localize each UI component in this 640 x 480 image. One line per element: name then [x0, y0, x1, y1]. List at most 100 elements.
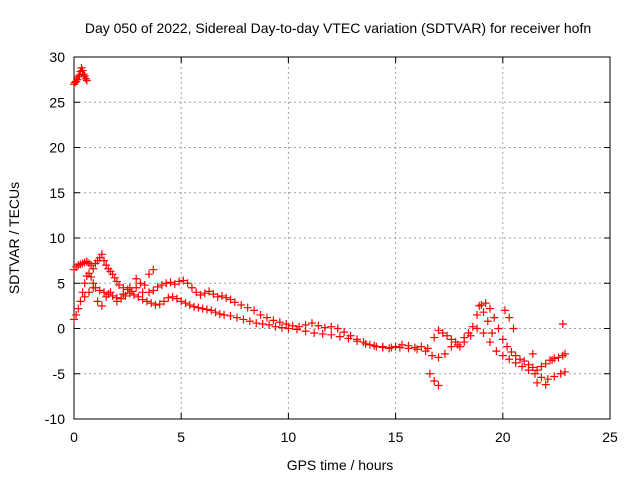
data-point: [81, 74, 90, 83]
data-point: [292, 325, 301, 334]
data-point: [89, 264, 98, 273]
data-point: [515, 355, 524, 364]
data-point: [490, 313, 499, 322]
data-point: [528, 349, 537, 358]
data-point: [102, 292, 111, 301]
data-point: [560, 349, 569, 358]
x-tick-label: 25: [602, 429, 618, 445]
data-point: [500, 306, 509, 315]
y-tick-label: -5: [53, 366, 66, 382]
data-point: [505, 313, 514, 322]
data-point: [151, 300, 160, 309]
data-point: [187, 283, 196, 292]
data-point: [541, 359, 550, 368]
data-point: [455, 342, 464, 351]
data-point: [498, 335, 507, 344]
data-point: [404, 344, 413, 353]
data-point: [123, 285, 132, 294]
data-point: [509, 324, 518, 333]
data-point: [498, 351, 507, 360]
data-point: [460, 338, 469, 347]
data-point: [385, 344, 394, 353]
data-point: [275, 318, 284, 327]
data-point: [170, 280, 179, 289]
data-point: [106, 288, 115, 297]
data-point: [511, 358, 520, 367]
data-point: [97, 301, 106, 310]
data-point: [443, 331, 452, 340]
x-tick-label: 0: [70, 429, 78, 445]
data-point: [250, 306, 259, 315]
data-point: [481, 299, 490, 308]
data-point: [115, 281, 124, 290]
x-tick-label: 10: [281, 429, 297, 445]
data-point: [87, 272, 96, 281]
data-point: [333, 324, 342, 333]
data-point: [202, 305, 211, 314]
data-point: [79, 70, 88, 79]
data-point: [138, 295, 147, 304]
data-point: [282, 319, 291, 328]
data-point: [554, 353, 563, 362]
data-point: [213, 292, 222, 301]
data-point: [430, 376, 439, 385]
data-point: [74, 304, 83, 313]
y-tick-label: 15: [49, 185, 65, 201]
data-point: [258, 319, 267, 328]
data-point: [74, 72, 83, 81]
data-point: [192, 288, 201, 297]
data-point: [100, 256, 109, 265]
data-point: [72, 77, 81, 86]
data-point: [140, 281, 149, 290]
data-point: [245, 317, 254, 326]
data-point: [160, 297, 169, 306]
data-point: [353, 337, 362, 346]
data-point: [560, 367, 569, 376]
data-point: [320, 323, 329, 332]
data-point: [335, 332, 344, 341]
data-point: [537, 373, 546, 382]
data-point: [413, 345, 422, 354]
data-point: [97, 250, 106, 259]
data-point: [147, 299, 156, 308]
data-point: [76, 297, 85, 306]
data-point: [80, 292, 89, 301]
data-point: [288, 321, 297, 330]
gridlines: [74, 57, 610, 419]
data-point: [230, 298, 239, 307]
data-point: [132, 274, 141, 283]
data-point: [196, 291, 205, 300]
data-point: [226, 311, 235, 320]
data-point: [145, 270, 154, 279]
data-point: [440, 349, 449, 358]
data-point: [112, 297, 121, 306]
data-point: [164, 293, 173, 302]
x-tick-label: 20: [495, 429, 511, 445]
data-point: [488, 329, 497, 338]
y-tick-label: 20: [49, 140, 65, 156]
data-point: [438, 329, 447, 338]
data-point: [95, 286, 104, 295]
data-point: [181, 299, 190, 308]
data-point: [157, 281, 166, 290]
x-axis-label: GPS time / hours: [287, 457, 394, 473]
data-point: [220, 310, 229, 319]
data-point: [211, 308, 220, 317]
y-axis: -10 -5 0 5 10 15 20 25 30: [45, 49, 610, 427]
data-point: [344, 334, 353, 343]
data-point: [558, 351, 567, 360]
data-point: [222, 293, 231, 302]
y-tick-label: 0: [57, 321, 65, 337]
data-point: [479, 329, 488, 338]
data-point: [262, 313, 271, 322]
data-point: [548, 356, 557, 365]
data-point: [80, 279, 89, 288]
data-point: [417, 342, 426, 351]
data-point: [125, 283, 134, 292]
data-point: [149, 286, 158, 295]
data-point: [134, 292, 143, 301]
x-axis: 0 5 10 15 20 25: [70, 57, 618, 445]
x-tick-label: 15: [388, 429, 404, 445]
data-point: [511, 351, 520, 360]
